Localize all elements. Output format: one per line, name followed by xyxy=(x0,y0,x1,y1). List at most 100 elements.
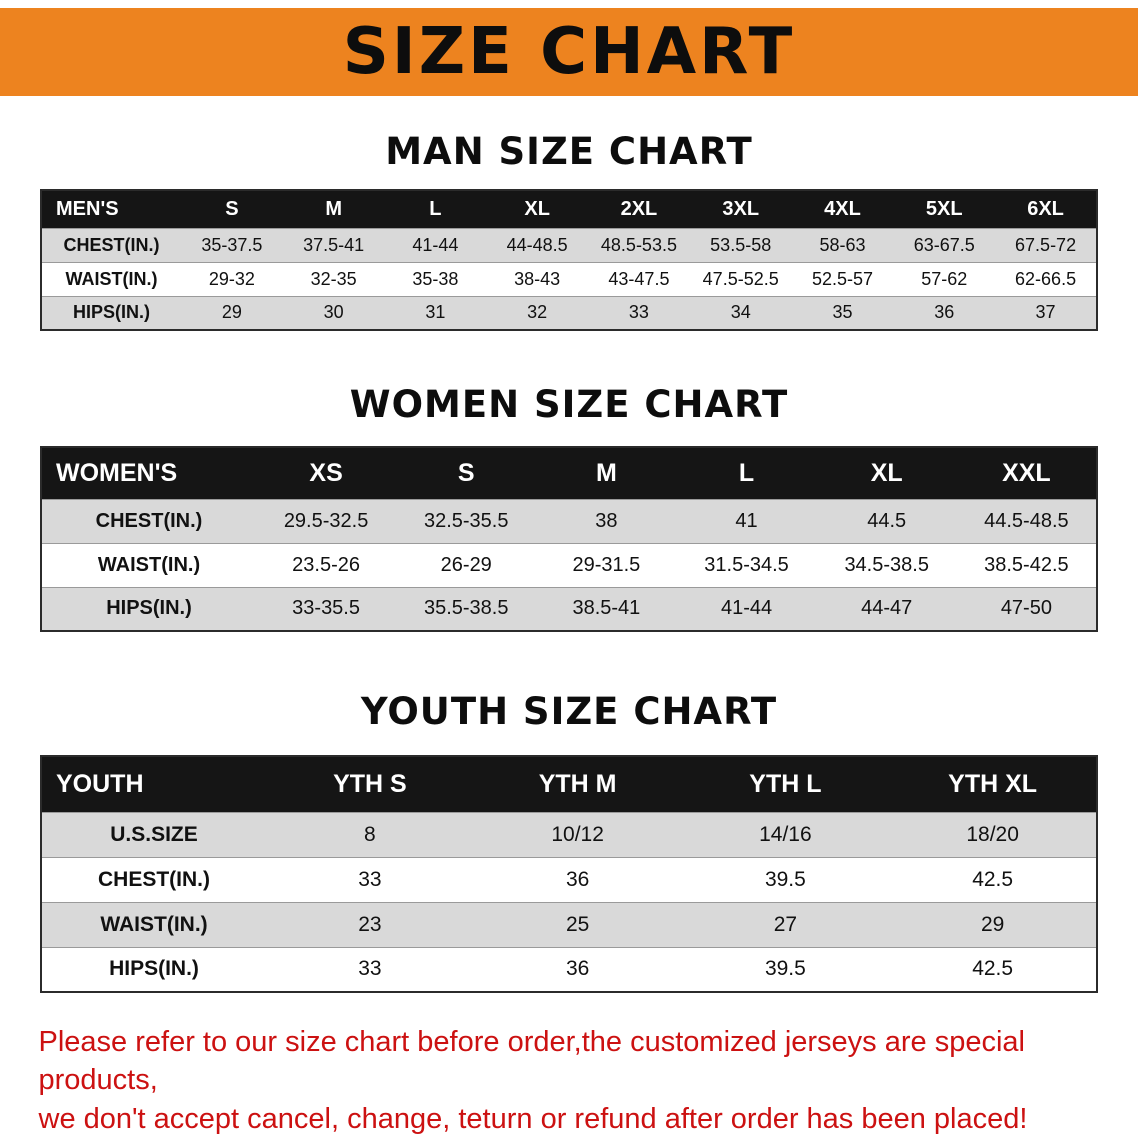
table-row: HIPS(IN.) 29 30 31 32 33 34 35 36 37 xyxy=(41,295,1097,330)
table-row: WAIST(IN.) 23 25 27 29 xyxy=(41,901,1097,947)
table-cell: 32.5-35.5 xyxy=(396,498,537,543)
column-header: S xyxy=(181,190,283,228)
table-row: CHEST(IN.) 33 36 39.5 42.5 xyxy=(41,856,1097,902)
table-cell: 39.5 xyxy=(681,856,890,902)
table-cell: 31 xyxy=(384,295,487,330)
men-size-table: MEN'S S M L XL 2XL 3XL 4XL 5XL 6XL CHEST(IN.) 35-37… xyxy=(40,189,1098,331)
table-cell: 29-32 xyxy=(181,261,283,296)
table-cell: 25 xyxy=(473,901,682,947)
table-cell: 42.5 xyxy=(889,946,1097,992)
table-cell: 32 xyxy=(486,295,589,330)
column-header: XL xyxy=(486,190,589,228)
table-cell: 23 xyxy=(266,901,474,947)
table-header-row: YOUTH YTH S YTH M YTH L YTH XL xyxy=(41,756,1097,812)
table-cell: 38.5-41 xyxy=(536,586,677,631)
table-cell: 30 xyxy=(282,295,385,330)
men-section-heading: MAN SIZE CHART xyxy=(385,130,753,173)
column-header: 2XL xyxy=(588,190,690,228)
women-size-table: WOMEN'S XS S M L XL XXL CHEST(IN.) 29.5-32.5 32.5… xyxy=(40,446,1098,632)
footer-disclaimer-line2: we don't accept cancel, change, teturn o… xyxy=(38,1102,1028,1135)
table-header-row: WOMEN'S XS S M L XL XXL xyxy=(41,447,1097,499)
table-cell: 36 xyxy=(473,946,682,992)
column-header: YTH S xyxy=(266,756,474,812)
table-cell: 41-44 xyxy=(384,227,487,262)
column-header: XXL xyxy=(956,447,1097,499)
table-row: WAIST(IN.) 23.5-26 26-29 29-31.5 31.5-34.5 34… xyxy=(41,542,1097,587)
row-label: WAIST(IN.) xyxy=(41,542,256,587)
table-cell: 29 xyxy=(889,901,1097,947)
table-cell: 62-66.5 xyxy=(995,261,1097,296)
column-header: YTH XL xyxy=(889,756,1097,812)
table-cell: 63-67.5 xyxy=(893,227,996,262)
table-cell: 67.5-72 xyxy=(995,227,1097,262)
size-chart-banner: SIZE CHART xyxy=(0,8,1138,96)
column-header: S xyxy=(396,447,537,499)
table-cell: 57-62 xyxy=(893,261,996,296)
table-cell: 29.5-32.5 xyxy=(256,498,397,543)
table-cell: 38-43 xyxy=(486,261,589,296)
row-label: U.S.SIZE xyxy=(41,811,266,857)
table-cell: 44.5-48.5 xyxy=(956,498,1097,543)
table-cell: 52.5-57 xyxy=(791,261,894,296)
table-cell: 48.5-53.5 xyxy=(588,227,690,262)
table-row: WAIST(IN.) 29-32 32-35 35-38 38-43 43-47.5 47.… xyxy=(41,261,1097,296)
table-cell: 53.5-58 xyxy=(689,227,792,262)
women-section-heading: WOMEN SIZE CHART xyxy=(349,383,789,426)
table-cell: 44-48.5 xyxy=(486,227,589,262)
table-header-label: YOUTH xyxy=(41,756,266,812)
table-cell: 35 xyxy=(791,295,894,330)
table-cell: 39.5 xyxy=(681,946,890,992)
table-cell: 42.5 xyxy=(889,856,1097,902)
table-row: CHEST(IN.) 35-37.5 37.5-41 41-44 44-48.5 48.5… xyxy=(41,227,1097,262)
table-row: U.S.SIZE 8 10/12 14/16 18/20 xyxy=(41,811,1097,857)
row-label: CHEST(IN.) xyxy=(41,856,266,902)
table-cell: 10/12 xyxy=(473,811,682,857)
table-cell: 32-35 xyxy=(282,261,385,296)
table-cell: 41-44 xyxy=(676,586,817,631)
table-cell: 35-38 xyxy=(384,261,487,296)
table-cell: 36 xyxy=(473,856,682,902)
column-header: M xyxy=(282,190,385,228)
table-cell: 33 xyxy=(266,946,474,992)
row-label: HIPS(IN.) xyxy=(41,295,181,330)
column-header: 6XL xyxy=(995,190,1097,228)
column-header: L xyxy=(676,447,817,499)
table-cell: 38.5-42.5 xyxy=(956,542,1097,587)
table-cell: 37.5-41 xyxy=(282,227,385,262)
table-header-label: MEN'S xyxy=(41,190,181,228)
table-cell: 38 xyxy=(536,498,677,543)
table-row: CHEST(IN.) 29.5-32.5 32.5-35.5 38 41 44.5 44.5… xyxy=(41,498,1097,543)
table-cell: 44.5 xyxy=(816,498,957,543)
row-label: HIPS(IN.) xyxy=(41,946,266,992)
column-header: YTH M xyxy=(473,756,682,812)
table-cell: 35.5-38.5 xyxy=(396,586,537,631)
table-cell: 43-47.5 xyxy=(588,261,690,296)
footer-disclaimer: Please refer to our size chart before or… xyxy=(27,1023,1112,1138)
column-header: 3XL xyxy=(689,190,792,228)
table-cell: 44-47 xyxy=(816,586,957,631)
table-row: HIPS(IN.) 33 36 39.5 42.5 xyxy=(41,946,1097,992)
table-cell: 8 xyxy=(266,811,474,857)
table-cell: 29-31.5 xyxy=(536,542,677,587)
table-cell: 26-29 xyxy=(396,542,537,587)
table-cell: 27 xyxy=(681,901,890,947)
table-cell: 34 xyxy=(689,295,792,330)
table-cell: 33-35.5 xyxy=(256,586,397,631)
row-label: HIPS(IN.) xyxy=(41,586,256,631)
table-cell: 33 xyxy=(266,856,474,902)
column-header: 4XL xyxy=(791,190,894,228)
table-header-row: MEN'S S M L XL 2XL 3XL 4XL 5XL 6XL xyxy=(41,190,1097,228)
footer-disclaimer-line1: Please refer to our size chart before or… xyxy=(38,1026,1025,1097)
table-cell: 41 xyxy=(676,498,817,543)
table-header-label: WOMEN'S xyxy=(41,447,256,499)
table-cell: 33 xyxy=(588,295,690,330)
row-label: WAIST(IN.) xyxy=(41,901,266,947)
column-header: YTH L xyxy=(681,756,890,812)
table-cell: 47-50 xyxy=(956,586,1097,631)
column-header: XS xyxy=(256,447,397,499)
table-cell: 14/16 xyxy=(681,811,890,857)
youth-section-heading: YOUTH SIZE CHART xyxy=(360,690,778,733)
table-cell: 23.5-26 xyxy=(256,542,397,587)
table-cell: 31.5-34.5 xyxy=(676,542,817,587)
table-cell: 36 xyxy=(893,295,996,330)
